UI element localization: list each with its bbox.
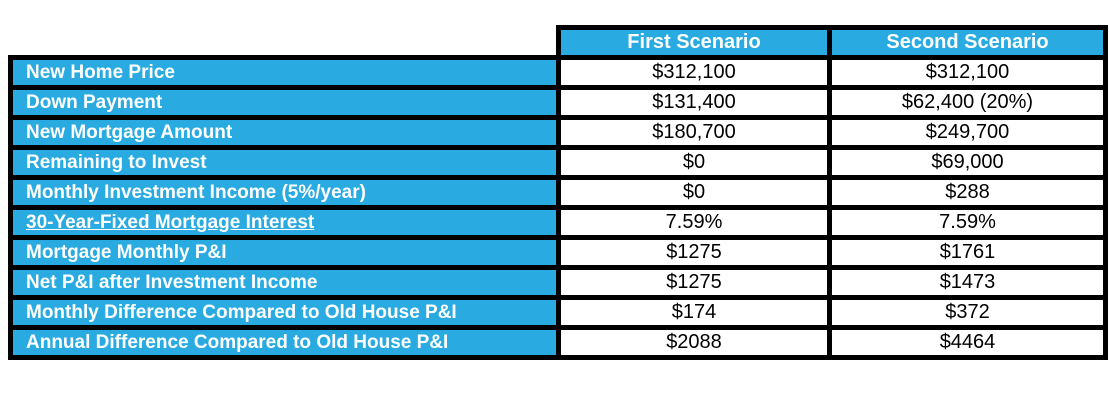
first-scenario-value: $312,100 (556, 55, 832, 90)
first-scenario-value: $0 (556, 145, 832, 180)
table-row: Down Payment $131,400 $62,400 (20%) (8, 85, 1108, 120)
first-scenario-value: $131,400 (556, 85, 832, 120)
second-scenario-value: $4464 (827, 325, 1108, 360)
column-header-second-scenario: Second Scenario (827, 25, 1108, 60)
second-scenario-value: $1761 (827, 235, 1108, 270)
row-label: Mortgage Monthly P&I (8, 235, 561, 270)
second-scenario-value: 7.59% (827, 205, 1108, 240)
corner-empty-cell (11, 28, 559, 58)
first-scenario-value: $1275 (556, 235, 832, 270)
table-row: Monthly Difference Compared to Old House… (8, 295, 1108, 330)
first-scenario-value: 7.59% (556, 205, 832, 240)
table-row: Remaining to Invest $0 $69,000 (8, 145, 1108, 180)
second-scenario-value: $1473 (827, 265, 1108, 300)
first-scenario-value: $174 (556, 295, 832, 330)
first-scenario-value: $1275 (556, 265, 832, 300)
row-label: New Home Price (8, 55, 561, 90)
table-row: 30-Year-Fixed Mortgage Interest 7.59% 7.59… (8, 205, 1108, 240)
header-row: First Scenario Second Scenario (11, 25, 1108, 60)
row-label: 30-Year-Fixed Mortgage Interest (8, 205, 561, 240)
table-row: Net P&I after Investment Income $1275 $147… (8, 265, 1108, 300)
row-label: Annual Difference Compared to Old House … (8, 325, 561, 360)
first-scenario-value: $180,700 (556, 115, 832, 150)
row-label: New Mortgage Amount (8, 115, 561, 150)
table-body: New Home Price $312,100 $312,100 Down Payme… (8, 55, 1108, 360)
table-row: New Mortgage Amount $180,700 $249,700 (8, 115, 1108, 150)
second-scenario-value: $288 (827, 175, 1108, 210)
row-label: Net P&I after Investment Income (8, 265, 561, 300)
table-row: Mortgage Monthly P&I $1275 $1761 (8, 235, 1108, 270)
second-scenario-value: $62,400 (20%) (827, 85, 1108, 120)
table-row: Monthly Investment Income (5%/year) $0 $28… (8, 175, 1108, 210)
second-scenario-value: $372 (827, 295, 1108, 330)
table-row: New Home Price $312,100 $312,100 (8, 55, 1108, 90)
first-scenario-value: $0 (556, 175, 832, 210)
second-scenario-value: $249,700 (827, 115, 1108, 150)
row-label: Down Payment (8, 85, 561, 120)
scenario-comparison-table: First Scenario Second Scenario New Home … (8, 25, 1108, 360)
first-scenario-value: $2088 (556, 325, 832, 360)
second-scenario-value: $69,000 (827, 145, 1108, 180)
column-header-first-scenario: First Scenario (556, 25, 832, 60)
row-label: Monthly Investment Income (5%/year) (8, 175, 561, 210)
row-label: Monthly Difference Compared to Old House… (8, 295, 561, 330)
row-label: Remaining to Invest (8, 145, 561, 180)
second-scenario-value: $312,100 (827, 55, 1108, 90)
table-row: Annual Difference Compared to Old House … (8, 325, 1108, 360)
